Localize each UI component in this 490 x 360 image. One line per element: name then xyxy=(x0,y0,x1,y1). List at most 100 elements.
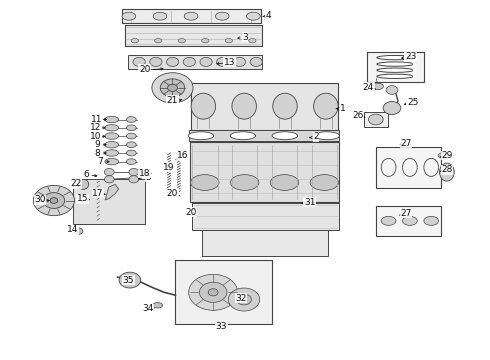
Ellipse shape xyxy=(381,216,396,225)
Text: 27: 27 xyxy=(400,209,412,217)
Ellipse shape xyxy=(183,57,196,66)
Text: 20: 20 xyxy=(167,189,178,198)
Ellipse shape xyxy=(270,175,299,190)
Text: 29: 29 xyxy=(441,151,453,160)
Text: 10: 10 xyxy=(90,132,102,141)
Ellipse shape xyxy=(377,74,414,78)
Text: 30: 30 xyxy=(34,195,46,204)
Ellipse shape xyxy=(250,57,263,66)
Circle shape xyxy=(152,73,193,103)
Ellipse shape xyxy=(314,132,340,140)
Circle shape xyxy=(368,114,383,125)
Circle shape xyxy=(126,277,134,283)
Ellipse shape xyxy=(105,125,119,131)
Circle shape xyxy=(129,168,139,176)
Bar xyxy=(202,230,328,256)
Ellipse shape xyxy=(246,12,260,20)
Text: 21: 21 xyxy=(167,95,178,104)
Circle shape xyxy=(119,272,141,288)
Text: 14: 14 xyxy=(67,225,78,234)
Bar xyxy=(192,203,339,230)
Text: 23: 23 xyxy=(405,52,416,61)
Ellipse shape xyxy=(126,150,136,156)
Ellipse shape xyxy=(184,12,198,20)
Ellipse shape xyxy=(440,163,454,181)
Ellipse shape xyxy=(202,39,209,43)
Circle shape xyxy=(104,168,114,176)
Text: 20: 20 xyxy=(139,65,150,74)
Text: 17: 17 xyxy=(92,189,104,198)
Circle shape xyxy=(160,79,185,97)
Text: 5: 5 xyxy=(145,173,151,181)
Circle shape xyxy=(208,289,218,296)
Circle shape xyxy=(129,176,139,183)
Ellipse shape xyxy=(200,57,212,66)
Ellipse shape xyxy=(105,141,119,148)
Text: 12: 12 xyxy=(90,123,102,132)
Text: 9: 9 xyxy=(94,140,100,149)
Ellipse shape xyxy=(126,159,136,165)
Ellipse shape xyxy=(272,132,297,140)
Polygon shape xyxy=(105,184,119,200)
Ellipse shape xyxy=(248,39,256,43)
Ellipse shape xyxy=(424,216,439,225)
Circle shape xyxy=(199,282,227,302)
Ellipse shape xyxy=(153,12,167,20)
Bar xyxy=(128,55,262,69)
Text: 20: 20 xyxy=(185,208,197,217)
Ellipse shape xyxy=(105,116,119,123)
Text: 4: 4 xyxy=(266,11,271,20)
Ellipse shape xyxy=(230,132,256,140)
Ellipse shape xyxy=(126,133,136,139)
Text: 24: 24 xyxy=(363,83,374,91)
Text: 22: 22 xyxy=(71,179,81,188)
Ellipse shape xyxy=(233,57,245,66)
Ellipse shape xyxy=(126,142,136,148)
Ellipse shape xyxy=(217,57,229,66)
Ellipse shape xyxy=(377,55,414,60)
Ellipse shape xyxy=(225,39,233,43)
Ellipse shape xyxy=(216,12,229,20)
Ellipse shape xyxy=(105,158,119,165)
Circle shape xyxy=(386,86,398,94)
Ellipse shape xyxy=(122,12,136,20)
Ellipse shape xyxy=(105,133,119,139)
Ellipse shape xyxy=(188,132,214,140)
Ellipse shape xyxy=(310,175,339,190)
Ellipse shape xyxy=(377,62,414,66)
Circle shape xyxy=(50,198,58,203)
Circle shape xyxy=(237,294,251,305)
Circle shape xyxy=(189,274,238,310)
Ellipse shape xyxy=(273,93,297,119)
Text: 6: 6 xyxy=(83,170,89,179)
Ellipse shape xyxy=(126,125,136,131)
Text: 31: 31 xyxy=(304,198,316,207)
Circle shape xyxy=(33,185,74,216)
Ellipse shape xyxy=(105,150,119,156)
Ellipse shape xyxy=(402,216,417,225)
Circle shape xyxy=(104,176,114,183)
Text: 35: 35 xyxy=(122,276,134,284)
Text: 33: 33 xyxy=(216,323,227,331)
Ellipse shape xyxy=(153,302,163,308)
Text: 25: 25 xyxy=(407,98,418,107)
Ellipse shape xyxy=(371,83,384,90)
Text: 19: 19 xyxy=(163,163,175,172)
Circle shape xyxy=(228,288,260,311)
Bar xyxy=(367,52,424,82)
Ellipse shape xyxy=(133,57,146,66)
Ellipse shape xyxy=(191,175,219,190)
Bar xyxy=(175,260,272,324)
Ellipse shape xyxy=(126,117,136,122)
Bar xyxy=(191,83,338,130)
Text: 28: 28 xyxy=(441,165,453,174)
Text: 13: 13 xyxy=(223,58,235,67)
Ellipse shape xyxy=(167,57,179,66)
Ellipse shape xyxy=(178,39,185,43)
Text: 2: 2 xyxy=(313,132,319,141)
Bar xyxy=(376,206,441,236)
Ellipse shape xyxy=(377,68,414,72)
Bar xyxy=(364,112,388,127)
Ellipse shape xyxy=(438,153,449,158)
Text: 27: 27 xyxy=(400,139,412,148)
